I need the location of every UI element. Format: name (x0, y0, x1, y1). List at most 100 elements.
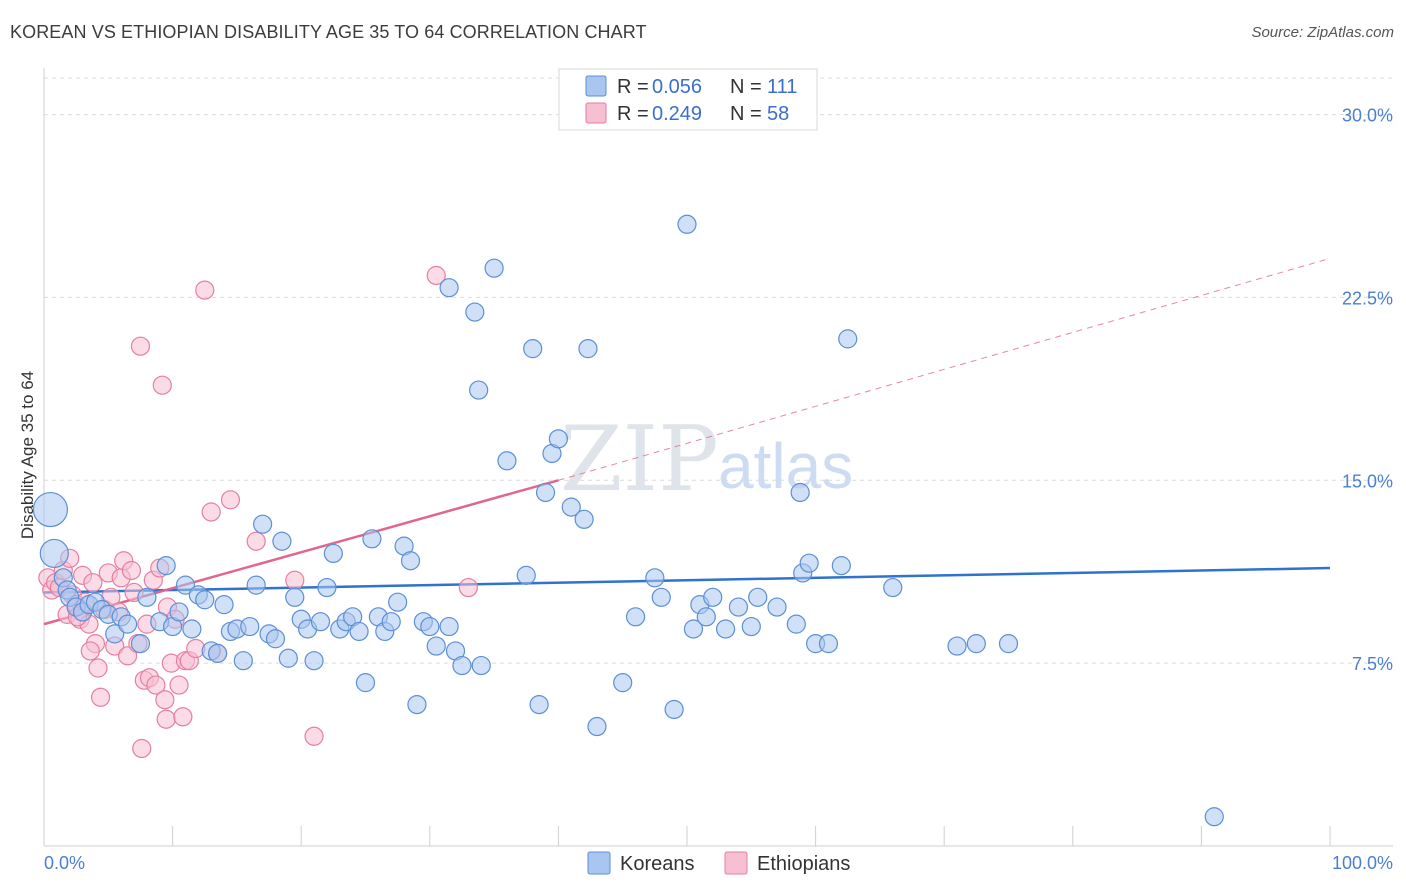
y-tick-label: 22.5% (1342, 288, 1393, 308)
korean-point (748, 587, 768, 607)
bottom-legend-swatch-ethiopians (724, 851, 748, 875)
korean-point (818, 634, 839, 654)
korean-point (523, 339, 543, 359)
ethiopian-point (173, 707, 193, 727)
korean-point (715, 619, 736, 639)
korean-point (465, 302, 485, 322)
korean-point (355, 673, 376, 693)
korean-point (574, 509, 594, 529)
legend-r-label-ethiopians: R = (617, 103, 649, 125)
korean-point (516, 565, 536, 585)
korean-point (728, 597, 749, 617)
legend-n-value-ethiopians: 58 (767, 103, 789, 125)
ethiopian-point (117, 646, 138, 666)
korean-point (683, 619, 704, 639)
korean-point (947, 636, 967, 656)
korean-point (625, 607, 646, 627)
korean-point (137, 587, 157, 607)
grid-layer (44, 77, 1393, 664)
ethiopian-point (152, 375, 172, 395)
korean-point (156, 556, 176, 576)
ethiopian-point (458, 577, 478, 598)
korean-point (130, 634, 151, 654)
legend-r-label-koreans: R = (617, 76, 649, 98)
korean-point (767, 597, 787, 617)
ethiopian-point (195, 280, 215, 300)
ethiopian-trend-extension (558, 257, 1331, 481)
ethiopian-point (121, 560, 142, 581)
y-tick-label: 7.5% (1352, 654, 1393, 674)
korean-point (169, 602, 189, 622)
korean-point (548, 429, 569, 449)
korean-point (253, 514, 273, 534)
points-layer (32, 214, 1224, 827)
korean-point (966, 634, 986, 654)
bottom-legend-swatch-koreans (587, 851, 611, 875)
korean-point (349, 621, 369, 642)
korean-point (214, 595, 234, 615)
ethiopian-point (130, 336, 151, 356)
korean-point (439, 616, 459, 637)
x-tick-label-max: 100.0% (1332, 853, 1393, 873)
korean-point (381, 612, 401, 632)
legend-swatch-koreans (585, 75, 607, 97)
korean-point (233, 651, 253, 671)
korean-point (471, 655, 491, 676)
chart-title: KOREAN VS ETHIOPIAN DISABILITY AGE 35 TO… (10, 22, 647, 42)
bottom-legend-koreans: Koreans (620, 853, 695, 875)
korean-point (39, 538, 69, 569)
korean-point (420, 616, 440, 637)
korean-point (362, 529, 382, 549)
korean-point (175, 575, 196, 595)
korean-point (265, 629, 286, 649)
ethiopian-point (246, 531, 266, 551)
korean-point (310, 612, 331, 632)
watermark-atlas: atlas (718, 430, 853, 502)
ethiopian-point (155, 690, 175, 710)
ethiopian-point (304, 726, 324, 746)
ethiopian-point (220, 490, 241, 510)
legend-n-value-koreans: 111 (767, 76, 797, 98)
korean-point (246, 575, 266, 595)
korean-point (561, 497, 581, 517)
korean-point (317, 577, 337, 598)
y-tick-label: 30.0% (1342, 106, 1393, 126)
ethiopian-point (156, 709, 176, 729)
ethiopian-point (146, 675, 166, 695)
korean-point (208, 643, 228, 663)
korean-point (529, 694, 549, 715)
ethiopian-point (80, 641, 100, 661)
korean-point (587, 716, 607, 737)
korean-point (799, 553, 819, 573)
korean-point (838, 329, 858, 349)
axis-layer: 7.5% 15.0% 22.5% 30.0% (43, 68, 1393, 847)
korean-point (240, 616, 260, 637)
legend-swatch-ethiopians (585, 102, 607, 124)
korean-point (645, 568, 665, 588)
ethiopian-point (169, 675, 189, 695)
ethiopian-point (426, 265, 446, 286)
korean-point (407, 694, 427, 715)
bottom-legend: Koreans Ethiopians (587, 851, 850, 875)
korean-point (651, 587, 671, 607)
y-axis-label: Disability Age 35 to 64 (18, 371, 37, 539)
korean-point (677, 214, 697, 234)
y-tick-label: 15.0% (1342, 471, 1393, 491)
korean-point (285, 587, 305, 607)
korean-point (105, 624, 125, 644)
source-label: Source: ZipAtlas.com (1251, 24, 1394, 41)
x-tick-label-min: 0.0% (44, 853, 85, 873)
korean-point (578, 339, 598, 359)
korean-point (278, 648, 298, 668)
bottom-legend-ethiopians: Ethiopians (757, 853, 850, 875)
korean-point (195, 590, 215, 610)
korean-point (117, 614, 138, 634)
korean-point (439, 278, 459, 298)
ethiopian-point (83, 573, 103, 593)
watermark-zip: ZIP (560, 407, 719, 512)
korean-point (497, 451, 517, 471)
korean-point (696, 607, 716, 627)
korean-point (1204, 807, 1224, 827)
ethiopian-point (132, 738, 152, 759)
